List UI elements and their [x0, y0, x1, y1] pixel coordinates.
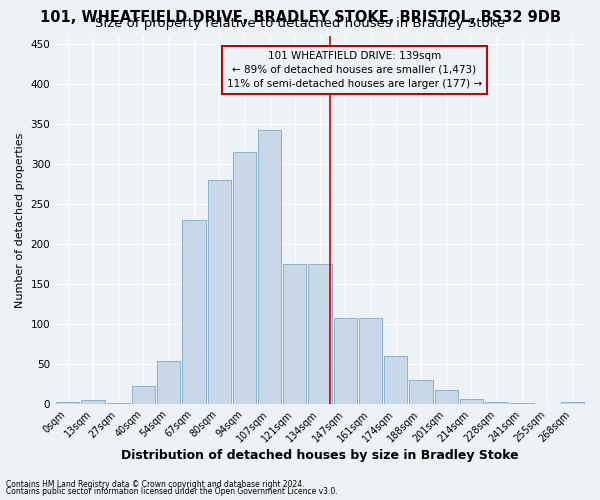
- Text: Contains HM Land Registry data © Crown copyright and database right 2024.: Contains HM Land Registry data © Crown c…: [6, 480, 305, 489]
- Bar: [283, 264, 307, 404]
- Text: Size of property relative to detached houses in Bradley Stoke: Size of property relative to detached ho…: [95, 18, 505, 30]
- Bar: [561, 402, 584, 404]
- Bar: [157, 361, 181, 404]
- Bar: [233, 152, 256, 404]
- Text: 101 WHEATFIELD DRIVE: 139sqm
← 89% of detached houses are smaller (1,473)
11% of: 101 WHEATFIELD DRIVE: 139sqm ← 89% of de…: [227, 50, 482, 88]
- Bar: [82, 400, 104, 404]
- Text: Contains public sector information licensed under the Open Government Licence v3: Contains public sector information licen…: [6, 487, 338, 496]
- X-axis label: Distribution of detached houses by size in Bradley Stoke: Distribution of detached houses by size …: [121, 450, 519, 462]
- Bar: [208, 180, 231, 404]
- Bar: [308, 264, 332, 404]
- Y-axis label: Number of detached properties: Number of detached properties: [15, 132, 25, 308]
- Bar: [182, 220, 206, 404]
- Bar: [132, 386, 155, 404]
- Bar: [460, 400, 483, 404]
- Bar: [56, 402, 79, 404]
- Bar: [434, 390, 458, 404]
- Bar: [258, 130, 281, 404]
- Bar: [485, 402, 508, 404]
- Bar: [409, 380, 433, 404]
- Bar: [384, 356, 407, 404]
- Bar: [334, 318, 357, 404]
- Text: 101, WHEATFIELD DRIVE, BRADLEY STOKE, BRISTOL, BS32 9DB: 101, WHEATFIELD DRIVE, BRADLEY STOKE, BR…: [40, 10, 560, 25]
- Bar: [359, 318, 382, 404]
